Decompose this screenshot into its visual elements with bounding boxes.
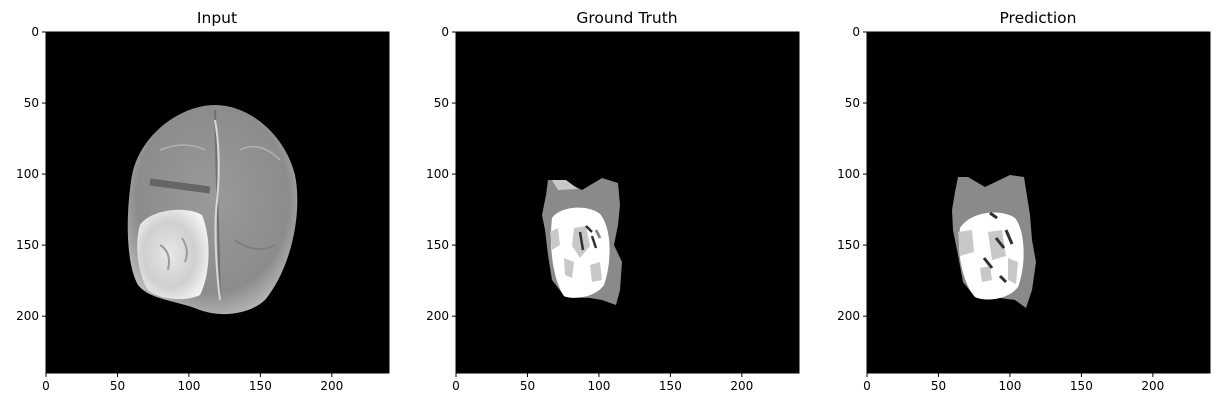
x-tick-label: 0	[863, 379, 871, 393]
y-tick-label: 200	[837, 309, 860, 323]
panel-title: Prediction	[999, 9, 1076, 27]
x-tick-label: 150	[1070, 379, 1093, 393]
y-tick-label: 200	[426, 309, 449, 323]
x-tick-label: 150	[659, 379, 682, 393]
x-tick-label: 150	[249, 379, 272, 393]
y-tick-label: 50	[24, 96, 39, 110]
axes-frame	[455, 31, 800, 374]
x-tick-label: 50	[931, 379, 946, 393]
y-tick-label: 150	[426, 238, 449, 252]
axes-frame	[45, 31, 390, 374]
y-tick-label: 100	[837, 167, 860, 181]
y-tick-label: 100	[16, 167, 39, 181]
x-tick-label: 0	[42, 379, 50, 393]
y-tick-label: 0	[441, 25, 449, 39]
y-tick-label: 50	[845, 96, 860, 110]
panel-input: Input 0 50 100 150 200 0 50 100 150 200	[16, 9, 390, 393]
y-tick-label: 150	[837, 238, 860, 252]
x-tick-label: 100	[998, 379, 1021, 393]
y-tick-label: 0	[852, 25, 860, 39]
prediction-mask	[952, 175, 1036, 308]
y-tick-label: 100	[426, 167, 449, 181]
axes-frame	[866, 31, 1211, 374]
x-tick-label: 100	[177, 379, 200, 393]
panel-title: Input	[197, 9, 237, 27]
y-tick-label: 0	[31, 25, 39, 39]
panel-title: Ground Truth	[576, 9, 677, 27]
x-tick-label: 200	[320, 379, 343, 393]
x-tick-label: 200	[1141, 379, 1164, 393]
y-tick-label: 200	[16, 309, 39, 323]
y-tick-label: 150	[16, 238, 39, 252]
x-tick-label: 100	[587, 379, 610, 393]
x-tick-label: 50	[110, 379, 125, 393]
x-tick-label: 200	[730, 379, 753, 393]
image-area	[867, 32, 1210, 373]
ground-truth-mask	[542, 178, 622, 305]
x-tick-label: 0	[452, 379, 460, 393]
mri-brain-image	[127, 105, 298, 315]
y-tick-label: 50	[434, 96, 449, 110]
x-tick-label: 50	[520, 379, 535, 393]
panel-prediction: Prediction 0 50 100 150 200 0 50 100 150 200	[837, 9, 1211, 393]
panel-ground-truth: Ground Truth 0 50 100 150 200 0 50 100 150 200	[426, 9, 800, 393]
image-area	[456, 32, 799, 373]
